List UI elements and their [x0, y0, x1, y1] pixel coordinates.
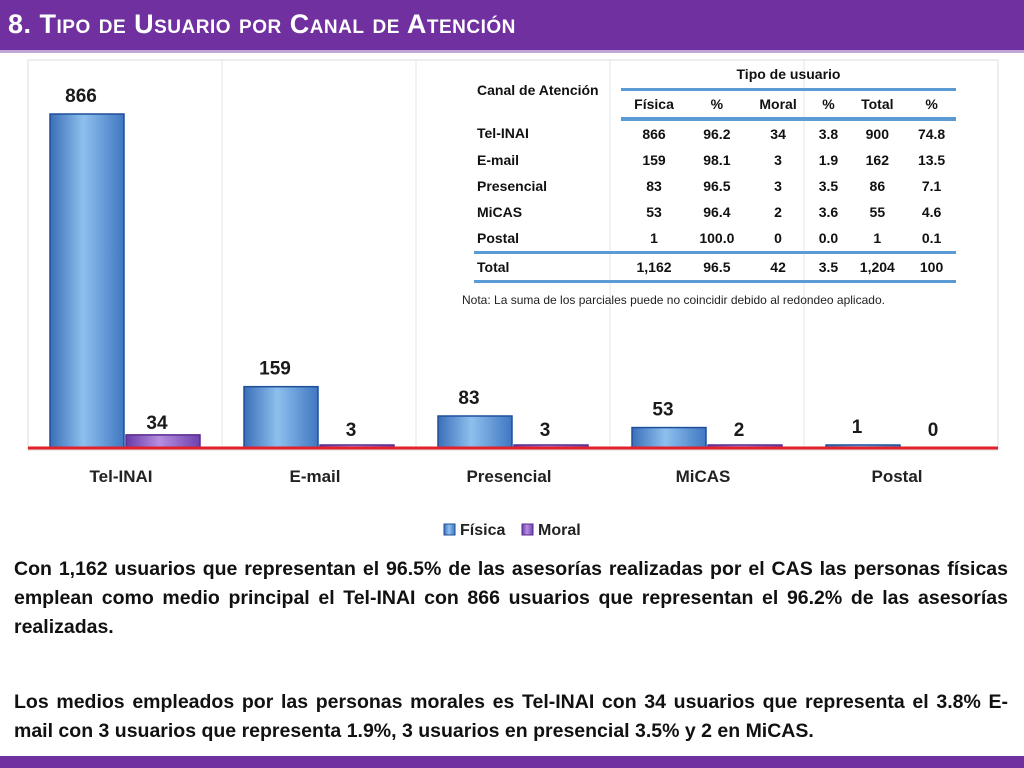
value-label-moral: 3	[346, 420, 357, 441]
x-tick-label: Postal	[871, 467, 922, 486]
table-cell: 98.1	[703, 152, 731, 168]
table-cell: 1.9	[818, 152, 839, 168]
table-row: Presencial 83 96.5 3 3.5 86 7.1	[474, 173, 956, 199]
table-cell: 7.1	[921, 178, 942, 194]
table-cell: 866	[642, 126, 666, 142]
bar-fisica-tel-inai	[49, 113, 125, 449]
table-cell: 1,204	[847, 251, 908, 283]
header-canal: Canal de Atención	[477, 81, 599, 98]
bottom-bar	[0, 756, 1024, 768]
table-cell: 53	[646, 204, 662, 220]
table-subheader-row: Física % Moral % Total %	[474, 89, 956, 121]
legend-swatch-moral	[521, 523, 534, 536]
value-label-fisica: 83	[458, 388, 479, 409]
table-header-row: Canal de Atención Tipo de usuario	[474, 60, 956, 98]
table-cell: 3	[774, 152, 782, 168]
table-cell: 3.5	[818, 178, 839, 194]
plot-frame	[27, 59, 999, 451]
table-cell: 96.2	[703, 126, 731, 142]
value-label-fisica: 866	[65, 86, 97, 107]
table-cell: 3.8	[818, 126, 839, 142]
x-tick-label: MiCAS	[676, 467, 731, 486]
table-cell: 34	[770, 126, 786, 142]
table-row: E-mail 159 98.1 3 1.9 162 13.5	[474, 147, 956, 173]
table-cell: 96.5	[703, 178, 731, 194]
table-row: Tel-INAI 866 96.2 34 3.8 900 74.8	[474, 119, 956, 147]
legend-label-moral: Moral	[538, 522, 581, 539]
value-label-moral: 0	[928, 420, 939, 441]
x-tick-label: E-mail	[289, 467, 340, 486]
title-divider	[0, 50, 1024, 53]
table-cell: 1	[650, 230, 658, 246]
bar-fisica-micas	[631, 426, 707, 449]
column-header: %	[687, 89, 747, 121]
table-cell: 162	[865, 152, 889, 168]
column-header: Total	[847, 89, 908, 121]
value-label-fisica: 159	[259, 359, 291, 380]
table-cell: 0.0	[818, 230, 839, 246]
page-title: 8. Tipo de Usuario por Canal de Atención	[8, 9, 516, 39]
table-cell: 100	[907, 251, 956, 283]
table-cell: 900	[865, 126, 889, 142]
table-cell: 96.5	[687, 251, 747, 283]
table-cell: 3.6	[818, 204, 839, 220]
column-header: Física	[621, 89, 688, 121]
table-cell: Tel-INAI	[477, 125, 529, 141]
data-table: Canal de Atención Tipo de usuario Física…	[474, 60, 956, 283]
bar-fisica-presencial	[437, 415, 513, 449]
table-cell: 3.5	[809, 251, 848, 283]
x-tick-label: Tel-INAI	[90, 467, 153, 486]
header-tipo-usuario: Tipo de usuario	[621, 60, 956, 91]
value-label-moral: 3	[540, 420, 551, 441]
x-tick-label: Presencial	[466, 467, 551, 486]
bar-fisica-e-mail	[243, 385, 319, 449]
table-cell: 4.6	[921, 204, 942, 220]
bar-chart: Tel-INAI E-mail Presencial MiCAS Postal 866 3…	[27, 59, 999, 539]
bar-moral-tel-inai	[125, 434, 201, 449]
table-row: Postal 1 100.0 0 0.0 1 0.1	[474, 225, 956, 253]
title-bar: 8. Tipo de Usuario por Canal de Atención	[0, 0, 1024, 50]
value-label-fisica: 53	[652, 400, 673, 421]
table-cell: 0	[774, 230, 782, 246]
column-header: %	[907, 89, 956, 121]
table-cell: 0.1	[921, 230, 942, 246]
table-cell: 1	[873, 230, 882, 246]
summary-paragraph-moral: Los medios empleados por las personas mo…	[14, 691, 1008, 742]
value-label-fisica: 1	[852, 417, 863, 438]
table-cell: 13.5	[917, 152, 946, 168]
table-note: Nota: La suma de los parciales puede no …	[462, 293, 885, 307]
value-label-moral: 34	[146, 413, 168, 434]
table-row: MiCAS 53 96.4 2 3.6 55 4.6	[474, 199, 956, 225]
table-cell: 42	[746, 251, 810, 283]
table-cell: 2	[774, 204, 782, 220]
summary-paragraph-fisica: Con 1,162 usuarios que representan el 96…	[14, 558, 1008, 638]
legend-swatch-fisica	[443, 523, 456, 536]
table-cell: 86	[869, 178, 886, 194]
table-cell: 96.4	[703, 204, 731, 220]
column-header: %	[809, 89, 848, 121]
column-header: Moral	[746, 89, 810, 121]
table-cell: Total	[474, 251, 621, 283]
table-cell: 83	[646, 178, 662, 194]
table-cell: 3	[774, 178, 782, 194]
value-label-moral: 2	[734, 420, 745, 441]
table-cell: Presencial	[477, 178, 548, 194]
chart-legend: Física Moral	[443, 522, 581, 539]
table-cell: 74.8	[917, 126, 946, 142]
legend-label-fisica: Física	[460, 522, 505, 539]
table-cell: 159	[642, 152, 666, 168]
table-cell: MiCAS	[477, 204, 523, 220]
table-cell: Postal	[477, 230, 520, 246]
table-cell: 55	[869, 204, 886, 220]
table-cell: E-mail	[477, 152, 520, 168]
table-cell: 100.0	[699, 230, 735, 246]
table-total-row: Total 1,162 96.5 42 3.5 1,204 100	[474, 251, 956, 283]
table-cell: 1,162	[621, 251, 688, 283]
